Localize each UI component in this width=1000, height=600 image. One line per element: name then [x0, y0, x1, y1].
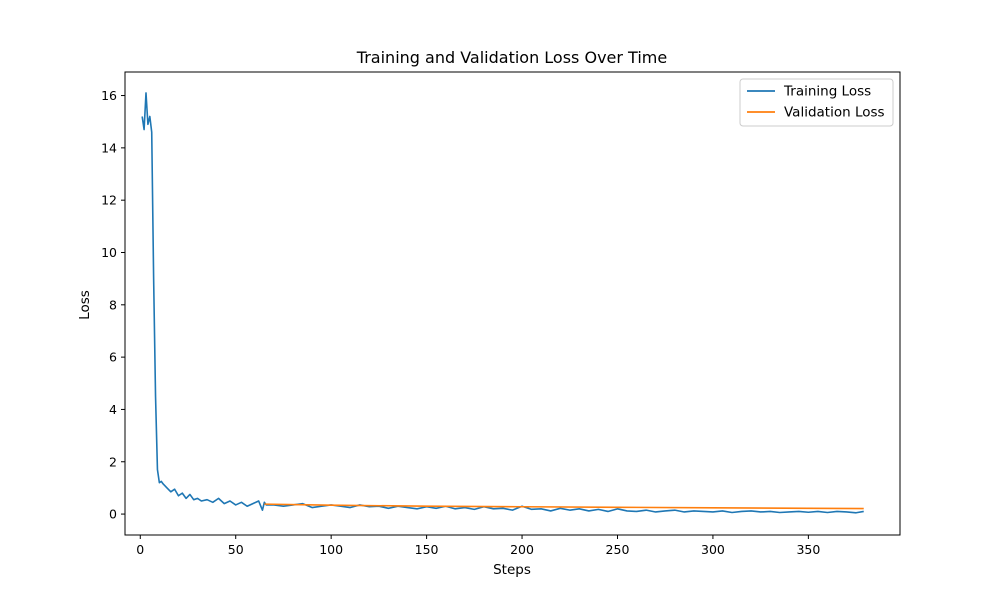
y-tick-label: 6	[109, 350, 117, 365]
y-tick-label: 10	[101, 245, 117, 260]
y-tick-label: 0	[109, 507, 117, 522]
plot-area: 0 50 100 150 200 250 300 350 0 2 4 6 8 10 12 14 16 Traini…	[101, 71, 901, 557]
x-axis-title: Steps	[493, 562, 531, 578]
y-tick-label: 12	[101, 193, 117, 208]
legend-box	[739, 78, 894, 127]
series-line-validation-loss	[264, 503, 864, 510]
x-tick-label: 350	[796, 542, 820, 557]
plot-frame	[124, 71, 901, 536]
chart-title: Training and Validation Loss Over Time	[356, 48, 667, 67]
legend-label: Training Loss	[783, 84, 871, 100]
x-tick-label: 300	[701, 542, 725, 557]
y-tick-label: 8	[109, 297, 117, 312]
y-tick-label: 2	[109, 454, 117, 469]
y-tick-label: 16	[101, 88, 117, 103]
legend-label: Validation Loss	[784, 105, 885, 121]
series-line-training-loss	[141, 92, 864, 514]
x-tick-label: 50	[228, 542, 244, 557]
x-tick-label: 200	[510, 542, 534, 557]
y-axis-title: Loss	[77, 290, 93, 320]
x-tick-label: 100	[319, 542, 343, 557]
x-tick-label: 0	[136, 542, 144, 557]
y-tick-label: 14	[101, 140, 117, 155]
x-tick-label: 150	[415, 542, 439, 557]
legend: Training Loss Validation Loss	[739, 78, 894, 127]
x-tick-label: 250	[606, 542, 630, 557]
y-tick-label: 4	[109, 402, 117, 417]
